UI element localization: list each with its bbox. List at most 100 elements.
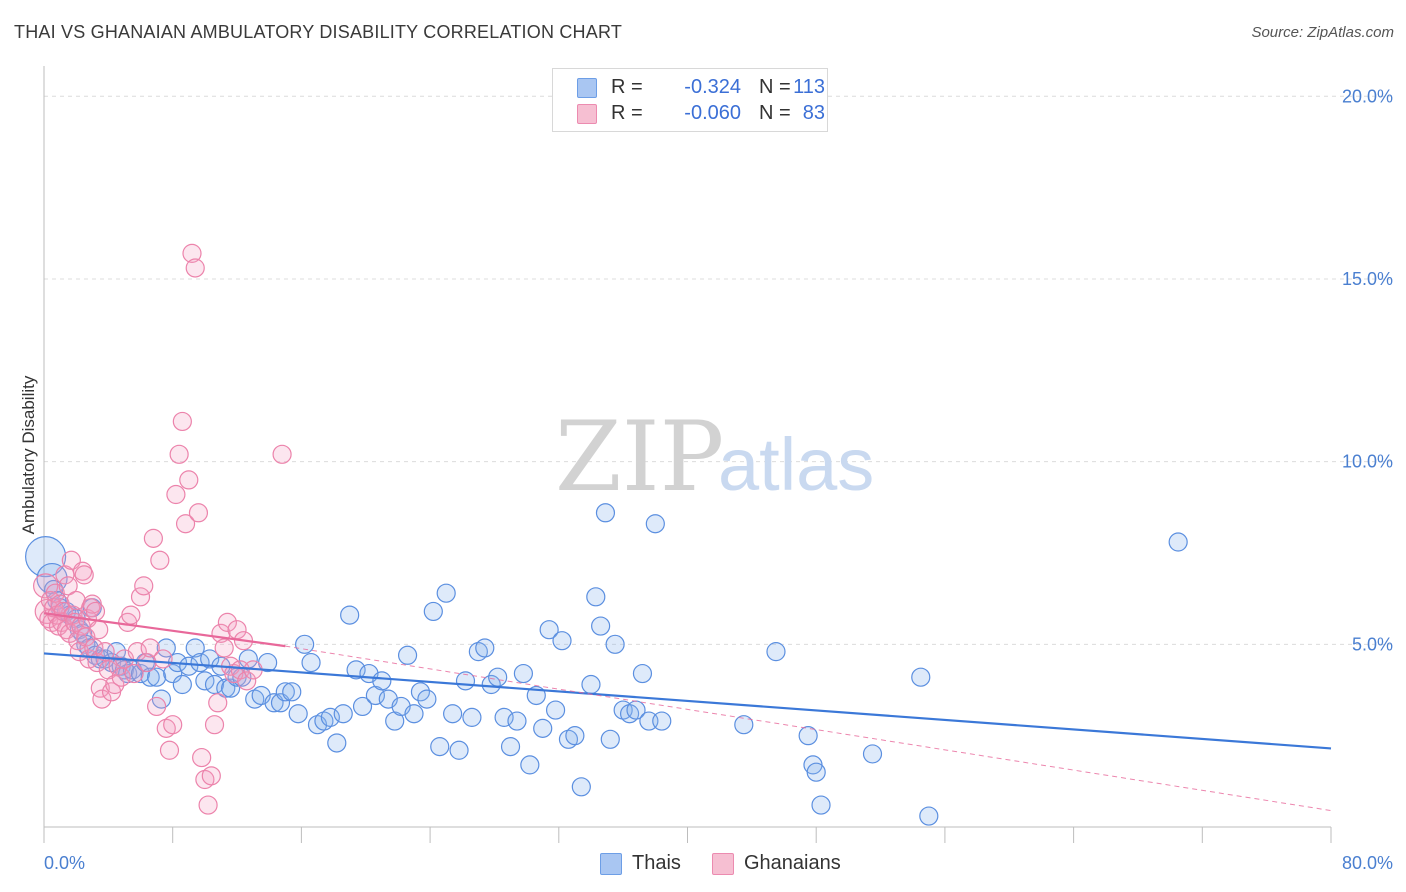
- thais-point: [1168, 532, 1188, 552]
- thais-point: [862, 744, 883, 764]
- y-tick-label: 5.0%: [1352, 634, 1393, 654]
- bottom-legend-ghanaians: Ghanaians: [712, 852, 872, 876]
- thais-point: [417, 689, 437, 709]
- thais-point: [558, 729, 579, 749]
- bottom-legend-thais: Thais: [600, 852, 720, 876]
- thais-point: [423, 601, 443, 622]
- thais-point: [172, 674, 192, 695]
- ghanaians-point: [34, 598, 60, 625]
- legend-swatch-thais: [577, 78, 597, 98]
- thais-point: [595, 503, 616, 523]
- thais-point: [288, 704, 308, 724]
- legend-r-label: R =: [611, 76, 643, 98]
- ghanaians-point: [159, 740, 180, 760]
- thais-point: [340, 605, 360, 625]
- thais-point: [190, 652, 210, 673]
- legend-n-label: N =: [759, 102, 791, 124]
- thais-point: [397, 645, 418, 665]
- thais-point: [140, 667, 160, 687]
- ghanaians-point: [204, 715, 225, 735]
- ghanaians-point: [130, 587, 151, 607]
- legend-r-value: -0.324: [684, 76, 741, 98]
- x-tick-label-max: 80.0%: [1342, 853, 1393, 873]
- ghanaians-point: [105, 674, 125, 695]
- thais-point: [581, 674, 601, 695]
- thais-point: [481, 674, 501, 695]
- tick-labels: 5.0% 10.0% 15.0% 20.0% 0.0% 80.0%: [44, 86, 1393, 873]
- ghanaians-point: [153, 649, 173, 669]
- legend-r-value: -0.060: [684, 102, 741, 124]
- ghanaians-point: [95, 642, 115, 662]
- y-axis-label: Ambulatory Disability: [19, 375, 38, 534]
- ghanaians-point: [237, 671, 257, 691]
- thais-point: [565, 726, 585, 746]
- thais-point: [430, 737, 450, 757]
- legend-n-value: 83: [802, 102, 825, 124]
- ghanaians-point: [172, 411, 192, 432]
- thais-point: [25, 536, 67, 578]
- ghanaians-point: [185, 258, 205, 278]
- ghanaians-trend-extension: [285, 645, 1332, 812]
- legend-n-label: N =: [759, 76, 791, 98]
- thais-point: [333, 704, 353, 724]
- watermark: ZIP atlas: [555, 401, 874, 513]
- y-tick-label: 10.0%: [1342, 452, 1393, 472]
- thais-point: [520, 755, 540, 775]
- legend-r-label: R =: [611, 102, 643, 124]
- thais-point: [185, 638, 205, 658]
- thais-point: [200, 649, 220, 669]
- thais-point: [591, 616, 611, 636]
- ghanaians-point: [60, 623, 80, 643]
- watermark-zip: ZIP: [555, 401, 724, 513]
- ghanaians-point: [108, 656, 128, 676]
- thais-point: [919, 806, 939, 826]
- ghanaians-point: [121, 605, 141, 625]
- thais-point: [404, 704, 424, 724]
- thais-point: [156, 638, 176, 658]
- legend-swatch-ghanaians: [577, 104, 597, 124]
- ghanaians-point: [85, 601, 106, 622]
- thais-point: [468, 642, 488, 662]
- thais-point: [811, 795, 831, 815]
- ghanaians-point: [143, 528, 163, 548]
- legend-n-value: 113: [793, 76, 825, 98]
- chart-title: THAI VS GHANAIAN AMBULATORY DISABILITY C…: [14, 22, 623, 42]
- thais-point: [179, 656, 199, 676]
- ghanaians-point: [92, 689, 112, 709]
- thais-point: [911, 667, 931, 687]
- thais-point: [605, 634, 625, 654]
- watermark-atlas: atlas: [718, 423, 874, 506]
- thais-trend-line: [43, 652, 1332, 750]
- ghanaians-point: [272, 444, 292, 464]
- ghanaians-point: [147, 696, 167, 717]
- ghanaians-points: [33, 243, 292, 815]
- thais-point: [301, 652, 321, 673]
- thais-point: [245, 689, 265, 709]
- thais-point: [798, 726, 818, 746]
- stats-legend: R = -0.324 N = 113 R = -0.060 N = 83: [552, 68, 828, 132]
- ghanaians-point: [156, 718, 176, 738]
- thais-point: [652, 711, 672, 731]
- thais-point: [352, 696, 373, 717]
- ghanaians-point: [169, 444, 189, 464]
- ghanaians-point: [201, 766, 221, 786]
- bottom-legend-label-thais: Thais: [632, 852, 681, 874]
- y-tick-label: 20.0%: [1342, 86, 1393, 106]
- ghanaians-point: [58, 576, 78, 596]
- ghanaians-point: [89, 620, 109, 640]
- thais-point: [734, 715, 754, 735]
- thais-point: [645, 514, 665, 534]
- ghanaians-point: [188, 503, 209, 523]
- thais-point: [539, 620, 559, 640]
- thais-point: [314, 711, 334, 731]
- thais-point: [806, 762, 826, 782]
- thais-point: [475, 638, 495, 658]
- ghanaians-point: [74, 565, 94, 585]
- thais-point: [507, 711, 527, 731]
- thais-point: [462, 707, 482, 727]
- trend-lines: [43, 612, 1332, 812]
- thais-point: [436, 583, 456, 603]
- ghanaians-point: [175, 514, 196, 534]
- thais-point: [513, 663, 534, 684]
- ghanaians-point: [134, 576, 154, 596]
